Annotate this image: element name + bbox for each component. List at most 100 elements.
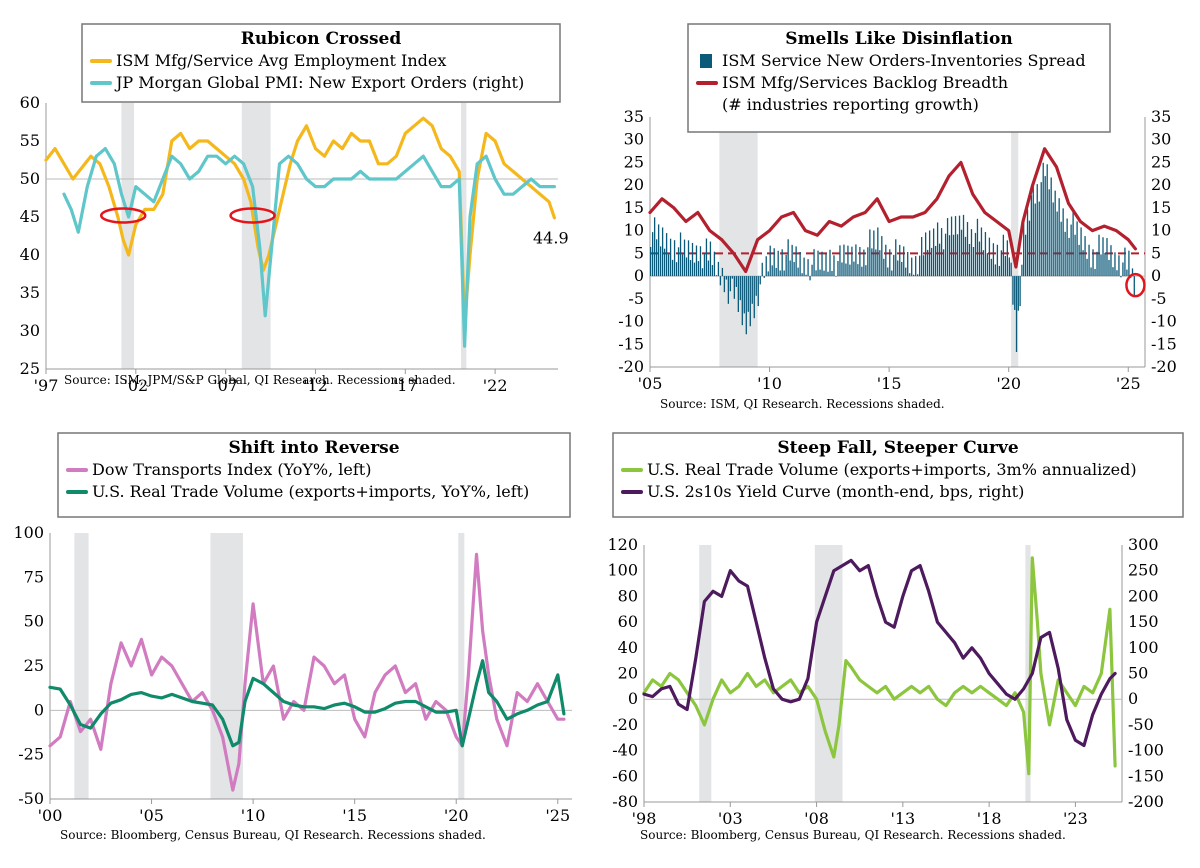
legend-box — [687, 23, 1111, 133]
y-tick-right-label: 25 — [1151, 152, 1171, 171]
spread-bar — [739, 276, 741, 301]
x-tick-label: '10 — [241, 806, 266, 825]
y-tick-right-label: 0 — [1151, 266, 1161, 285]
legend-label: U.S. Real Trade Volume (exports+imports,… — [647, 460, 1137, 479]
spread-bar — [861, 266, 863, 277]
y-tick-left-label: 80 — [618, 586, 638, 605]
spread-bar — [926, 249, 929, 277]
spread-bar — [925, 232, 927, 277]
spread-bar — [853, 261, 855, 277]
y-tick-right-label: 20 — [1151, 175, 1171, 194]
spread-bar — [813, 249, 815, 277]
spread-bar — [1023, 223, 1025, 277]
y-tick-left-label: -15 — [618, 334, 644, 353]
spread-bar — [769, 245, 771, 277]
y-tick-right-label: -10 — [1151, 312, 1177, 331]
spread-bar — [715, 275, 718, 277]
spread-bar — [1131, 268, 1134, 277]
spread-bar — [917, 274, 919, 277]
spread-bar — [928, 230, 931, 277]
y-tick-right-label: 300 — [1128, 535, 1159, 554]
spread-bar — [713, 251, 716, 277]
y-tick-right-label: -150 — [1128, 766, 1164, 785]
highlight-circle — [1125, 272, 1146, 298]
spread-bar — [689, 260, 692, 277]
spread-bar — [791, 244, 793, 277]
highlight-circle — [99, 207, 147, 224]
spread-bar — [1122, 262, 1124, 277]
spread-bar — [821, 251, 823, 277]
spread-bar — [657, 224, 660, 277]
spread-bar — [1062, 208, 1064, 277]
y-tick-left-label: 75 — [24, 567, 44, 586]
spread-bar — [661, 227, 664, 277]
spread-bar — [972, 247, 975, 277]
chart-svg-smells-like-disinflation: 35 30 25 20 15 10 5 0 -5 -10 -15 -20 35 30 25 20 15 10 5 0 -… — [618, 23, 1177, 411]
x-tick-label: '12 — [303, 376, 328, 395]
spread-bar — [1048, 189, 1050, 277]
spread-bar — [911, 257, 913, 277]
spread-bar — [1017, 276, 1019, 311]
spread-bar — [1133, 276, 1135, 296]
spread-bar — [1072, 211, 1074, 277]
spread-bar — [982, 250, 985, 277]
spread-bar — [663, 248, 666, 277]
spread-bar — [781, 249, 783, 277]
y-tick-right-label: -200 — [1128, 792, 1164, 811]
last-value-label: 44.9 — [533, 229, 569, 248]
spread-bar — [996, 244, 999, 277]
spread-bar — [793, 262, 795, 277]
spread-bar — [1040, 182, 1042, 277]
spread-bar — [1108, 260, 1110, 277]
spread-bar — [857, 264, 859, 277]
spread-bar — [651, 232, 654, 277]
legend-label: Dow Transports Index (YoY%, left) — [92, 460, 371, 479]
x-tick-label: '17 — [393, 376, 418, 395]
spread-bar — [767, 271, 769, 277]
spread-bar — [650, 247, 652, 277]
spread-bar — [956, 234, 959, 277]
chart-svg-rubicon-crossed: 60 55 50 45 40 35 30 25'97 '02 '07 '12 '17 '22 Rubico… — [20, 23, 569, 395]
spread-bar — [919, 255, 921, 277]
spread-bar — [950, 216, 953, 277]
highlight-circle — [229, 207, 276, 224]
legend-label: U.S. 2s10s Yield Curve (month-end, bps, … — [647, 482, 1024, 501]
y-tick-left-label: 20 — [618, 664, 638, 683]
y-tick-left-label: 30 — [20, 321, 40, 340]
spread-bar — [753, 276, 755, 319]
spread-bar — [974, 232, 977, 277]
spread-bar — [1058, 198, 1060, 277]
spread-bar — [1002, 234, 1005, 277]
spread-bar — [899, 244, 901, 277]
source-note: Source: ISM, JPM/S&P Global, QI Research… — [64, 373, 456, 387]
spread-bar — [1124, 247, 1126, 277]
x-tick-label: '25 — [1116, 374, 1141, 393]
spread-bar — [930, 247, 933, 277]
source-note: Source: Bloomberg, Census Bureau, QI Res… — [640, 828, 1066, 842]
spread-bar — [1088, 244, 1090, 277]
y-tick-left-label: 40 — [618, 638, 638, 657]
chart-title: Smells Like Disinflation — [785, 29, 1012, 49]
spread-bar — [936, 222, 939, 277]
x-tick-label: '23 — [1063, 809, 1088, 828]
spread-bar — [1004, 255, 1007, 277]
legend-box — [612, 432, 1184, 518]
spread-bar — [795, 246, 797, 277]
spread-bar — [958, 215, 961, 277]
spread-bar — [942, 249, 945, 277]
spread-bar — [1070, 224, 1072, 277]
y-tick-left-label: 5 — [634, 243, 644, 262]
spread-bar — [1128, 250, 1130, 277]
y-tick-right-label: 30 — [1151, 130, 1171, 149]
y-tick-right-label: 5 — [1151, 243, 1161, 262]
spread-bar — [1032, 186, 1034, 277]
spread-bar — [665, 233, 668, 277]
spread-bar — [675, 262, 678, 277]
spread-bar — [691, 242, 694, 277]
spread-bar — [940, 228, 943, 277]
spread-bar — [1082, 250, 1084, 277]
y-tick-right-label: 15 — [1151, 198, 1171, 217]
spread-bar — [779, 270, 781, 277]
spread-bar — [913, 274, 915, 277]
y-tick-left-label: -60 — [612, 766, 638, 785]
